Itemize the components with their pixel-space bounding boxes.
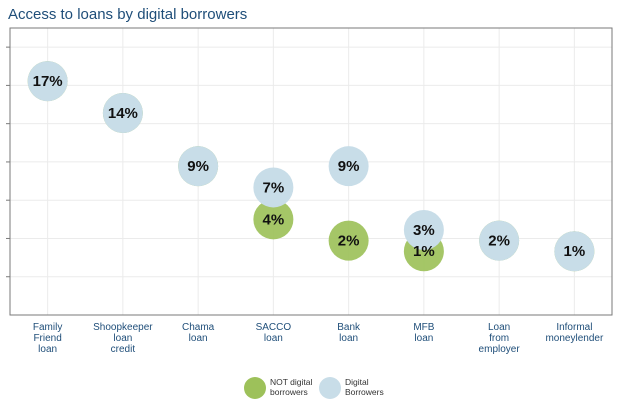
category-label-line: SACCO (256, 322, 292, 333)
bubble-not-digital (253, 199, 294, 240)
category-label-line: loan (339, 333, 358, 344)
chart-grid (10, 28, 612, 315)
bubble-digital (403, 209, 444, 250)
data-label: 7% (263, 179, 285, 196)
category-label-line: MFB (413, 322, 434, 333)
category-label: Chama loan (182, 322, 215, 344)
category-label-line: Friend (33, 333, 61, 344)
category-label-line: loan (113, 333, 132, 344)
legend-digital-label: Digital Borrowers (345, 377, 384, 397)
data-label: 14% (108, 105, 138, 122)
category-label-line: Family (33, 322, 62, 333)
category-label: Bank loan (337, 322, 361, 344)
bubble-digital (253, 167, 294, 208)
data-label: 1% (413, 243, 435, 260)
data-label: 4% (263, 211, 285, 228)
data-label: 3% (413, 222, 435, 239)
legend-label-line: NOT digital (270, 377, 312, 387)
legend-label-line: Borrowers (345, 387, 384, 397)
category-label-line: Loan (488, 322, 510, 333)
series-digital (27, 61, 595, 272)
plot-border (9, 27, 613, 316)
bubble-digital (27, 61, 68, 102)
bubble-digital (479, 220, 520, 261)
category-label: MFB loan (413, 322, 434, 344)
bubble-labels: 17% 14% 9% 4% 2% 1% 1% 7% 9% 3% 2% (33, 73, 586, 260)
category-label-line: Chama (182, 322, 215, 333)
category-label-line: loan (264, 333, 283, 344)
category-label-line: Shoopkeeper (93, 322, 153, 333)
data-label: 2% (488, 233, 510, 250)
category-label: SACCO loan (256, 322, 292, 344)
category-label-line: Informal (556, 322, 592, 333)
bubble-digital (328, 146, 369, 187)
legend-digital-marker (319, 377, 341, 399)
bubble-digital (102, 93, 143, 134)
category-label: Informal moneylender (545, 322, 603, 344)
data-label: 1% (564, 243, 586, 260)
legend-label-line: Digital (345, 377, 369, 387)
category-label-line: credit (111, 344, 136, 355)
data-label: 9% (338, 158, 360, 175)
legend-not-digital-label: NOT digital borrowers (270, 377, 312, 397)
data-label: 9% (187, 158, 209, 175)
category-label-line: employer (479, 344, 521, 355)
y-axis-ticks (6, 46, 10, 278)
category-label-line: loan (414, 333, 433, 344)
data-label: 2% (338, 233, 360, 250)
data-label: 17% (33, 73, 63, 90)
bubble-digital (554, 231, 595, 272)
category-label: Family Friend loan (33, 322, 62, 355)
category-label-line: loan (38, 344, 57, 355)
legend-label-line: borrowers (270, 387, 308, 397)
legend-not-digital-marker (244, 377, 266, 399)
category-label: Loan from employer (479, 322, 521, 355)
category-label-line: loan (189, 333, 208, 344)
chart-title: Access to loans by digital borrowers (8, 6, 248, 23)
category-label: Shoopkeeper loan credit (93, 322, 153, 355)
category-label-line: Bank (337, 322, 361, 333)
category-label-line: moneylender (545, 333, 603, 344)
bubble-digital (178, 146, 219, 187)
bubble-not-digital (328, 220, 369, 261)
category-label-line: from (489, 333, 509, 344)
legend: NOT digital borrowers Digital Borrowers (244, 377, 384, 399)
